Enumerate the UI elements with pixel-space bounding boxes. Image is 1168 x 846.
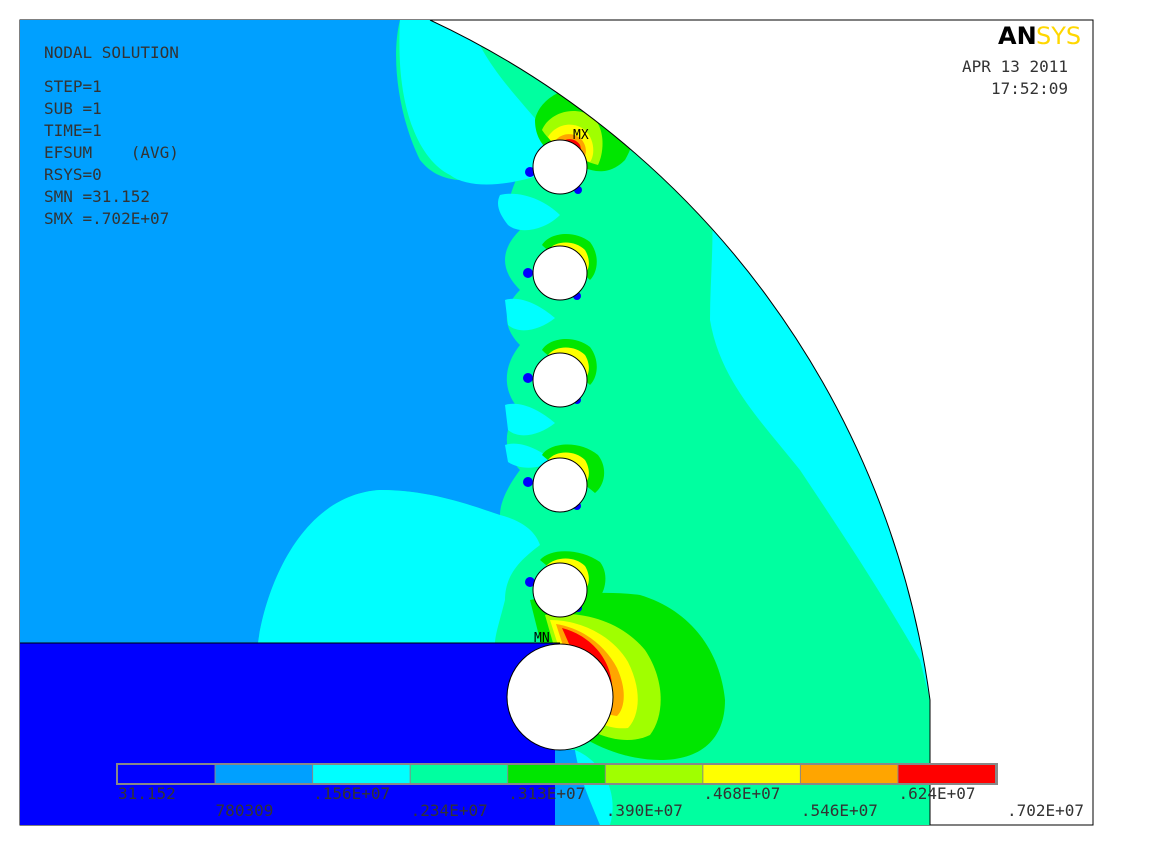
legend-swatch — [898, 765, 995, 783]
legend-swatch — [410, 765, 508, 783]
min-marker: MN — [534, 631, 550, 646]
legend-label: 780309 — [216, 801, 274, 820]
contour-band-3-wave — [497, 193, 560, 468]
hole-1 — [532, 139, 588, 195]
info-line: SMX =.702E+07 — [44, 209, 169, 228]
boundary-arc — [429, 20, 931, 825]
legend-swatch — [508, 765, 605, 783]
plot-time: 17:52:09 — [991, 79, 1068, 98]
hole-5 — [532, 562, 588, 618]
max-marker: MX — [573, 128, 589, 143]
info-line: RSYS=0 — [44, 165, 102, 184]
info-line: SUB =1 — [44, 99, 102, 118]
solution-title: NODAL SOLUTION — [44, 43, 179, 62]
info-line: SMN =31.152 — [44, 187, 150, 206]
legend-swatch — [313, 765, 410, 783]
info-line: EFSUM (AVG) — [44, 143, 179, 162]
contour-band-2-left — [20, 20, 520, 643]
holes — [506, 139, 614, 751]
info-line: TIME=1 — [44, 121, 102, 140]
hole-3 — [532, 352, 588, 408]
legend-label: .702E+07 — [1007, 801, 1084, 820]
logo-sys: SYS — [1036, 22, 1081, 50]
contour-band-3-mid — [399, 20, 556, 185]
color-legend: 31.152 .156E+07 .313E+07 .468E+07 .624E+07 78… — [116, 763, 1084, 820]
logo-an: AN — [998, 22, 1037, 50]
legend-label: .390E+07 — [606, 801, 683, 820]
hole-2 — [532, 245, 588, 301]
ansys-logo: AN SYS — [996, 22, 1092, 50]
contour-band-1-region — [20, 643, 560, 825]
legend-label: .156E+07 — [313, 784, 390, 803]
legend-label: .234E+07 — [411, 801, 488, 820]
legend-label: .624E+07 — [898, 784, 975, 803]
legend-swatch — [605, 765, 703, 783]
info-line: STEP=1 — [44, 77, 102, 96]
legend-label: .313E+07 — [508, 784, 585, 803]
legend-label: .546E+07 — [801, 801, 878, 820]
legend-swatch — [800, 765, 898, 783]
legend-label: 31.152 — [118, 784, 176, 803]
legend-swatch — [703, 765, 800, 783]
legend-swatch — [118, 765, 215, 783]
plot-date: APR 13 2011 — [962, 57, 1068, 76]
hole-6 — [506, 643, 614, 751]
legend-swatch — [215, 765, 313, 783]
contour-band-3-lower — [258, 490, 540, 643]
info-lines: STEP=1 SUB =1 TIME=1 EFSUM (AVG) RSYS=0 SMN =… — [44, 77, 179, 228]
legend-label: .468E+07 — [703, 784, 780, 803]
hole-4 — [532, 457, 588, 513]
